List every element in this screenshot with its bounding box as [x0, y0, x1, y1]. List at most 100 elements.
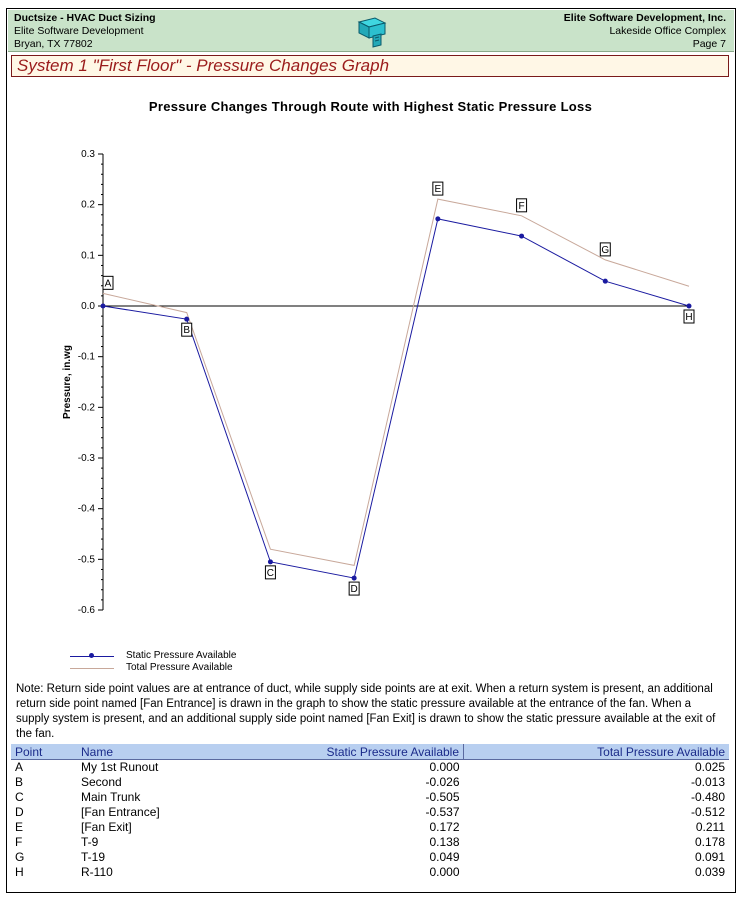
y-tick-label: -0.1 [78, 352, 96, 363]
legend-label-static: Static Pressure Available [126, 650, 237, 661]
pressure-table: Point Name Static Pressure Available Tot… [11, 744, 729, 880]
right-company: Elite Software Development, Inc. [563, 12, 726, 24]
point-label-box [181, 322, 193, 337]
data-point-static [267, 559, 273, 565]
cell-point: B [15, 775, 24, 789]
cell-total: 0.091 [694, 850, 725, 864]
cell-name: My 1st Runout [81, 760, 159, 774]
data-point-static [686, 303, 692, 309]
point-label: D [351, 584, 358, 595]
header-left: Ductsize - HVAC Duct Sizing Elite Softwa… [14, 12, 156, 51]
cell-total: -0.480 [690, 790, 725, 804]
data-point-static [184, 316, 190, 322]
right-office: Lakeside Office Complex [609, 25, 726, 37]
y-tick-label: -0.3 [78, 453, 96, 464]
cell-name: [Fan Exit] [81, 820, 132, 834]
cell-total: -0.013 [690, 775, 725, 789]
page-frame [6, 8, 736, 893]
y-tick-label: -0.4 [78, 504, 96, 515]
point-label: G [601, 245, 609, 256]
cell-static: 0.049 [429, 850, 460, 864]
col-point: Point [11, 744, 77, 760]
cell-point: E [15, 820, 24, 834]
point-label-box [599, 242, 611, 257]
cell-point: C [15, 790, 24, 804]
y-tick-label: -0.5 [78, 554, 96, 565]
col-total: Total Pressure Available [463, 744, 729, 760]
cell-name: Main Trunk [81, 790, 141, 804]
y-tick-label: 0.1 [81, 250, 95, 261]
data-point-static [351, 575, 357, 581]
cell-name: Second [81, 775, 122, 789]
cell-total: -0.512 [690, 805, 725, 819]
col-name: Name [77, 744, 225, 760]
table-row: E [Fan Exit] 0.172 0.211 [11, 820, 729, 835]
cell-static: -0.026 [425, 775, 460, 789]
pressure-chart: 0.3 0.2 0.1 0.0 -0.1 -0.2 -0.3 -0.4 -0.5 -0.6 Pres… [62, 149, 695, 616]
legend-marker-static [89, 653, 94, 658]
cell-total: 0.025 [694, 760, 725, 774]
chart-title: Pressure Changes Through Route with High… [148, 99, 593, 114]
cell-point: H [15, 865, 24, 879]
y-axis-label: Pressure, in.wg [62, 345, 73, 419]
point-label: A [105, 278, 112, 289]
point-label-box [432, 181, 444, 196]
col-static: Static Pressure Available [225, 744, 464, 760]
table-row: F T-9 0.138 0.178 [11, 835, 729, 850]
note-text: Note: Return side point values are at en… [16, 683, 716, 740]
company-name: Elite Software Development [14, 25, 144, 37]
cell-name: [Fan Entrance] [81, 805, 160, 819]
cell-total: 0.039 [694, 865, 725, 879]
y-tick-label: 0.2 [81, 200, 95, 211]
section-title: System 1 "First Floor" - Pressure Change… [11, 55, 729, 77]
table-row: D [Fan Entrance] -0.537 -0.512 [11, 805, 729, 820]
table-header-row: Point Name Static Pressure Available Tot… [11, 744, 729, 760]
y-tick-label: -0.2 [78, 402, 96, 413]
y-tick-label: 0.3 [81, 149, 95, 160]
data-point-static [602, 278, 608, 284]
app-title: Ductsize - HVAC Duct Sizing [14, 12, 156, 24]
cell-static: 0.172 [429, 820, 460, 834]
series-line-total [102, 198, 690, 566]
point-label-box [683, 309, 695, 324]
cell-point: A [15, 760, 24, 774]
cell-point: F [15, 835, 23, 849]
table-row: H R-110 0.000 0.039 [11, 865, 729, 880]
point-label: C [267, 568, 274, 579]
company-location: Bryan, TX 77802 [14, 38, 93, 50]
point-label: E [435, 184, 442, 195]
table-row: B Second -0.026 -0.013 [11, 775, 729, 790]
cell-point: D [15, 805, 24, 819]
point-label: H [685, 312, 692, 323]
data-point-static [100, 303, 106, 309]
cell-total: 0.211 [695, 820, 725, 834]
point-label-box [348, 581, 360, 596]
cell-point: G [15, 850, 25, 864]
data-point-static [519, 233, 525, 239]
cell-static: -0.505 [425, 790, 460, 804]
point-label-box [102, 275, 114, 290]
header-right: Elite Software Development, Inc. Lakesid… [564, 12, 726, 51]
duct-logo-icon [357, 17, 387, 48]
point-label: B [183, 325, 190, 336]
y-tick-label: -0.6 [78, 605, 96, 616]
page-number: Page 7 [692, 38, 726, 50]
cell-total: 0.178 [694, 835, 725, 849]
point-label-box [516, 198, 528, 213]
data-point-static [435, 216, 441, 222]
cell-static: -0.537 [425, 805, 460, 819]
y-tick-label: 0.0 [81, 301, 95, 312]
cell-name: T-9 [81, 835, 99, 849]
cell-static: 0.138 [429, 835, 460, 849]
report-header: Ductsize - HVAC Duct Sizing Elite Softwa… [8, 10, 734, 52]
cell-name: R-110 [81, 865, 113, 879]
series-line-static [102, 218, 690, 579]
table-row: C Main Trunk -0.505 -0.480 [11, 790, 729, 805]
legend-swatch-total [70, 668, 114, 669]
cell-static: 0.000 [429, 865, 460, 879]
legend-label-total: Total Pressure Available [126, 662, 233, 673]
cell-static: 0.000 [429, 760, 460, 774]
cell-name: T-19 [81, 850, 106, 864]
point-label: F [519, 201, 525, 212]
point-label-box [264, 565, 276, 580]
